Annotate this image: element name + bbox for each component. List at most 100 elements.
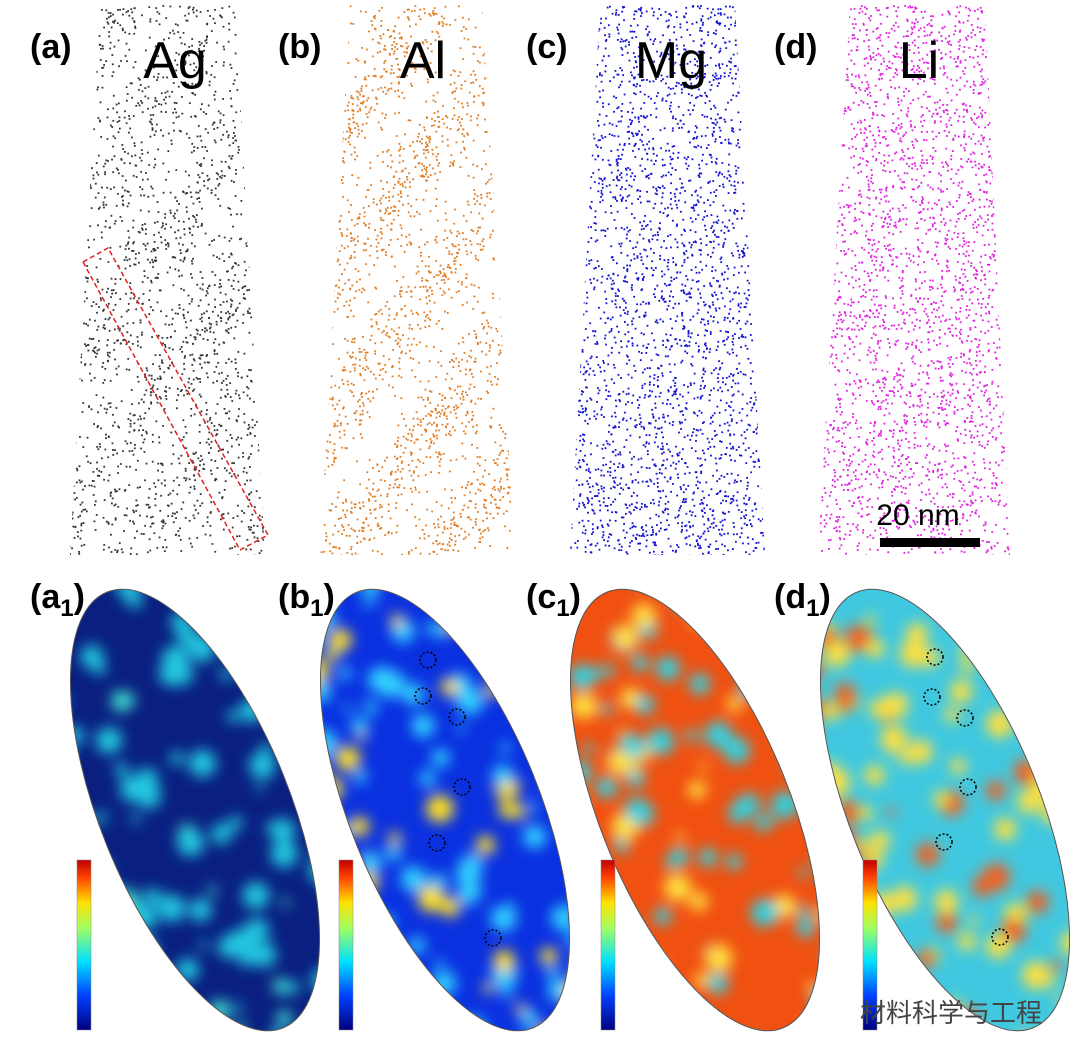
atom [499, 228, 501, 231]
atom [416, 46, 419, 49]
atom [65, 515, 67, 517]
atom [77, 535, 79, 538]
atom [205, 372, 208, 375]
atom [65, 361, 67, 363]
atom [379, 50, 382, 53]
atom [232, 137, 234, 139]
atom [395, 458, 398, 460]
atom [395, 135, 398, 137]
atom [213, 139, 216, 142]
atom [476, 165, 479, 168]
atom [103, 327, 106, 330]
atom [395, 43, 398, 45]
atom [351, 132, 353, 134]
atom [327, 203, 330, 206]
atom [227, 136, 230, 139]
atom [354, 76, 357, 78]
atom [394, 183, 396, 186]
atom [227, 332, 230, 334]
atom [241, 287, 244, 289]
atom [251, 226, 254, 229]
atom [199, 381, 202, 384]
atom [258, 496, 261, 499]
atom [132, 453, 135, 456]
atom [79, 7, 82, 9]
atom [416, 211, 418, 213]
atom [228, 472, 231, 475]
atom [231, 314, 234, 317]
atom [164, 522, 167, 525]
atom [422, 462, 425, 465]
atom [287, 247, 289, 249]
atom [435, 416, 438, 419]
atom [398, 32, 401, 35]
atom [229, 396, 232, 398]
atom [275, 449, 277, 451]
atom [459, 166, 462, 169]
atom [486, 181, 489, 184]
atom [499, 480, 501, 483]
atom [104, 162, 107, 165]
atom [121, 551, 124, 554]
atom [226, 412, 228, 415]
atom [121, 175, 124, 177]
atom [422, 42, 425, 45]
atom [242, 297, 245, 300]
atom [463, 494, 466, 497]
atom [393, 41, 395, 43]
atom [117, 131, 120, 134]
atom [119, 8, 121, 11]
atom [400, 444, 402, 447]
atom [397, 468, 399, 471]
atom [350, 153, 353, 156]
atom [338, 263, 341, 266]
atom [96, 311, 98, 314]
atom [63, 520, 65, 522]
atom [386, 165, 389, 167]
atom [464, 80, 467, 83]
atom [129, 419, 132, 422]
atom [369, 493, 372, 496]
atom [477, 259, 480, 262]
atom [316, 512, 318, 514]
atom [256, 525, 259, 528]
atom [204, 39, 207, 42]
atom [66, 134, 68, 136]
atom [211, 271, 214, 273]
atom [160, 377, 162, 380]
atom [103, 308, 105, 311]
atom [121, 144, 124, 146]
atom [70, 356, 73, 359]
atom [252, 531, 255, 534]
atom [211, 310, 214, 313]
atom [320, 446, 322, 449]
atom [506, 473, 508, 476]
atom [93, 238, 96, 241]
atom [323, 524, 326, 526]
atom [193, 216, 196, 218]
atom [512, 293, 515, 296]
atom [107, 318, 110, 321]
atom [372, 396, 375, 399]
atom [404, 314, 407, 317]
atom [404, 186, 407, 189]
atom [464, 457, 467, 460]
atom [193, 468, 196, 470]
atom [343, 268, 346, 271]
atom [375, 203, 378, 206]
atom [534, 296, 536, 298]
atom [263, 492, 265, 495]
atom [349, 287, 352, 290]
atom [131, 155, 133, 158]
atom [501, 80, 504, 83]
atom [356, 223, 359, 225]
atom [87, 186, 90, 188]
atom [198, 197, 201, 199]
atom [419, 175, 422, 177]
atom [325, 243, 328, 246]
atom [424, 156, 427, 159]
atom [356, 518, 359, 521]
atom [112, 424, 114, 427]
atom [380, 20, 383, 22]
atom [491, 92, 494, 95]
